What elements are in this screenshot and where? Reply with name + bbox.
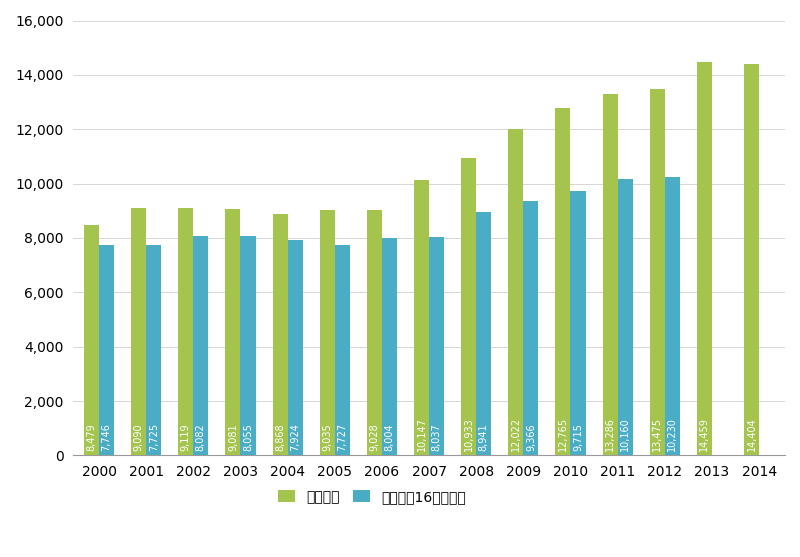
Bar xyxy=(570,192,586,456)
Bar xyxy=(461,158,476,456)
Bar xyxy=(367,210,382,456)
Bar xyxy=(382,238,397,456)
Bar xyxy=(273,214,288,456)
Text: 13,475: 13,475 xyxy=(652,417,662,451)
Legend: 連邦政府, 州政府（16州合計）: 連邦政府, 州政府（16州合計） xyxy=(273,485,471,510)
Text: 9,028: 9,028 xyxy=(370,423,379,451)
Text: 14,404: 14,404 xyxy=(746,417,757,451)
Text: 7,727: 7,727 xyxy=(338,422,347,451)
Bar xyxy=(194,236,209,456)
Text: 10,230: 10,230 xyxy=(667,417,678,451)
Bar xyxy=(665,177,680,456)
Text: 12,022: 12,022 xyxy=(510,417,521,451)
Bar xyxy=(508,129,523,456)
Bar xyxy=(523,201,538,456)
Bar xyxy=(555,109,570,456)
Bar xyxy=(178,208,194,456)
Text: 10,160: 10,160 xyxy=(620,417,630,451)
Text: 14,459: 14,459 xyxy=(699,417,710,451)
Bar xyxy=(146,246,162,456)
Text: 9,715: 9,715 xyxy=(573,423,583,451)
Text: 8,941: 8,941 xyxy=(478,423,489,451)
Text: 8,868: 8,868 xyxy=(275,423,285,451)
Bar xyxy=(131,208,146,456)
Bar xyxy=(414,179,429,456)
Text: 9,119: 9,119 xyxy=(181,423,190,451)
Text: 10,933: 10,933 xyxy=(464,417,474,451)
Text: 13,286: 13,286 xyxy=(605,417,615,451)
Bar xyxy=(650,89,665,456)
Bar xyxy=(429,237,444,456)
Text: 8,004: 8,004 xyxy=(385,423,394,451)
Text: 9,035: 9,035 xyxy=(322,423,332,451)
Text: 7,924: 7,924 xyxy=(290,423,300,451)
Text: 8,037: 8,037 xyxy=(431,423,442,451)
Text: 10,147: 10,147 xyxy=(417,417,426,451)
Text: 7,746: 7,746 xyxy=(102,423,111,451)
Text: 9,366: 9,366 xyxy=(526,423,536,451)
Text: 7,725: 7,725 xyxy=(149,422,158,451)
Bar xyxy=(697,62,712,456)
Bar xyxy=(241,237,255,456)
Text: 8,055: 8,055 xyxy=(243,423,253,451)
Bar xyxy=(320,210,334,456)
Bar xyxy=(602,94,618,456)
Text: 9,090: 9,090 xyxy=(134,423,144,451)
Text: 8,479: 8,479 xyxy=(86,423,97,451)
Bar xyxy=(334,246,350,456)
Bar xyxy=(744,64,759,456)
Bar xyxy=(84,225,99,456)
Bar xyxy=(476,212,491,456)
Bar xyxy=(618,179,633,456)
Text: 8,082: 8,082 xyxy=(196,423,206,451)
Bar xyxy=(288,240,302,456)
Bar xyxy=(226,209,241,456)
Text: 12,765: 12,765 xyxy=(558,417,568,451)
Text: 9,081: 9,081 xyxy=(228,423,238,451)
Bar xyxy=(99,245,114,456)
